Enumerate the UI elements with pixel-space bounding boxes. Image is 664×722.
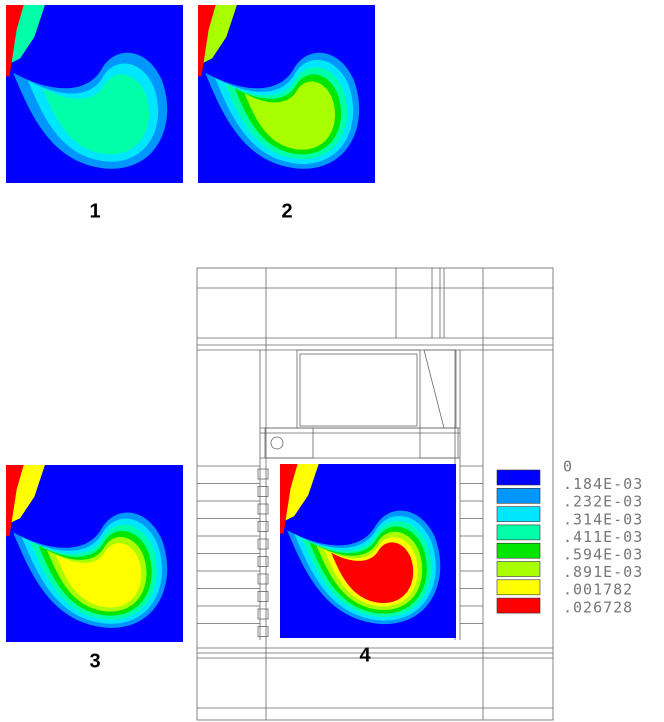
rib-block [258, 609, 268, 619]
legend-level: .314E-03 [563, 510, 643, 528]
legend-level: 0 [563, 458, 573, 476]
contour-plot [280, 464, 456, 638]
legend-level: .026728 [563, 598, 633, 616]
rib-block [258, 469, 268, 479]
legend-level: .184E-03 [563, 475, 643, 493]
panel-label: 4 [359, 644, 371, 666]
legend-swatch [497, 562, 540, 577]
panel-label: 3 [89, 650, 100, 672]
legend-level: .001782 [563, 581, 633, 599]
rib-block [258, 522, 268, 532]
contour-plot [6, 465, 183, 642]
rib-block [258, 487, 268, 497]
legend-swatch [497, 543, 540, 558]
legend-level: .891E-03 [563, 563, 643, 581]
legend-swatch [497, 507, 540, 522]
panel-label: 1 [89, 200, 100, 222]
legend-swatch [497, 580, 540, 595]
contour-plot [198, 5, 375, 183]
rib-block [258, 504, 268, 514]
rib-block [258, 539, 268, 549]
legend-swatch [497, 470, 540, 485]
legend-level: .594E-03 [563, 546, 643, 564]
legend-level: .232E-03 [563, 493, 643, 511]
rib-block [258, 627, 268, 637]
rib-block [258, 592, 268, 602]
legend-swatch [497, 598, 540, 613]
legend-swatch [497, 525, 540, 540]
figure: 1 2 3 4 0.184E-03.232E-03.314E-03.411E-03.5… [0, 0, 664, 722]
rib-block [258, 557, 268, 567]
rib-block [258, 574, 268, 584]
contour-plot [6, 5, 183, 183]
panel-label: 2 [281, 200, 292, 222]
legend-swatch [497, 488, 540, 503]
legend-level: .411E-03 [563, 528, 643, 546]
